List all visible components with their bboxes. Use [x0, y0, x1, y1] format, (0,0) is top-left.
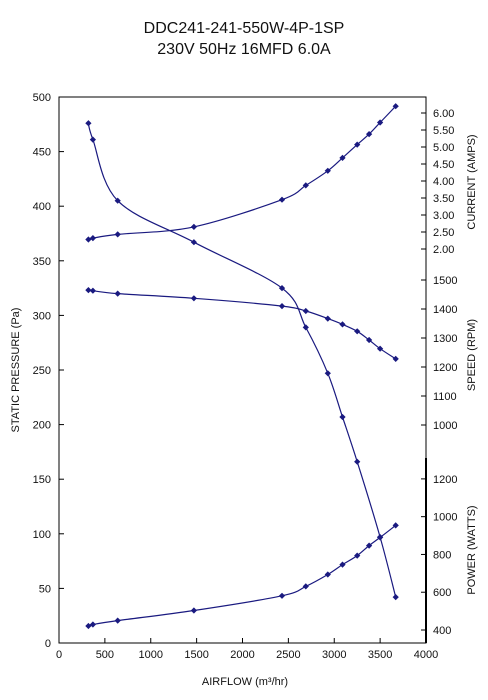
static-pressure-point	[278, 284, 286, 292]
static-pressure-curve	[87, 123, 397, 598]
speed-point	[190, 295, 198, 302]
x-tick-label: 0	[56, 649, 62, 661]
speed-tick-label: 1100	[433, 391, 457, 403]
y-tick-label: 150	[33, 474, 51, 486]
static-pressure-point	[339, 413, 346, 421]
current-tick-label: 4.00	[433, 176, 454, 188]
static-pressure-point	[324, 370, 331, 377]
speed-point	[278, 302, 286, 310]
current-tick-label: 3.00	[433, 210, 454, 222]
power-tick-label: 400	[433, 625, 451, 637]
current-point	[114, 231, 121, 238]
power-point	[302, 583, 309, 590]
power-point	[114, 617, 121, 624]
current-tick-label: 4.50	[433, 159, 454, 171]
speed-tick-label: 1400	[433, 304, 457, 316]
x-tick-label: 3000	[322, 649, 346, 661]
speed-point	[354, 328, 361, 335]
power-point	[392, 522, 399, 529]
current-point	[365, 130, 373, 138]
y-tick-label: 450	[33, 147, 51, 159]
speed-axis-label: SPEED (RPM)	[466, 319, 478, 391]
speed-tick-label: 1000	[433, 420, 457, 432]
x-axis-label: AIRFLOW (m³/hr)	[202, 676, 288, 688]
y-tick-label: 50	[39, 583, 51, 595]
current-tick-label: 6.00	[433, 108, 454, 120]
chart-subtitle: 230V 50Hz 16MFD 6.0A	[157, 41, 331, 58]
speed-axis: 1000 1100 1200 1300 1400 1500	[421, 275, 457, 432]
x-tick-label: 2500	[276, 649, 300, 661]
chart-title: DDC241-241-550W-4P-1SP	[144, 20, 345, 37]
current-point	[190, 223, 198, 231]
static-pressure-point	[190, 239, 198, 246]
current-axis: 2.00 2.50 3.00 3.50 4.00 4.50 5.00 5.50 6.00	[421, 108, 454, 256]
static-pressure-point	[85, 120, 92, 127]
power-axis: 400 600 800 1000 1200	[421, 458, 457, 643]
speed-point	[302, 307, 309, 315]
speed-curve	[88, 289, 397, 360]
y-tick-label: 250	[33, 365, 51, 377]
y-tick-label: 200	[33, 420, 51, 432]
static-pressure-point	[89, 136, 97, 143]
speed-point	[339, 321, 346, 328]
y-tick-label: 400	[33, 201, 51, 213]
power-tick-label: 600	[433, 587, 451, 599]
current-tick-label: 2.50	[433, 227, 454, 239]
speed-point	[376, 345, 384, 352]
x-tick-label: 4000	[414, 649, 438, 661]
speed-tick-label: 1300	[433, 333, 457, 345]
current-tick-label: 5.50	[433, 125, 454, 137]
current-tick-label: 3.50	[433, 193, 454, 205]
x-tick-label: 1500	[184, 649, 208, 661]
series-group	[85, 103, 399, 630]
y-tick-label: 100	[33, 529, 51, 541]
current-point	[278, 196, 286, 203]
x-tick-label: 3500	[368, 649, 392, 661]
static-pressure-point	[114, 197, 121, 204]
speed-point	[365, 336, 373, 344]
speed-point	[89, 287, 97, 294]
power-point	[190, 607, 198, 614]
y-tick-label: 0	[45, 638, 51, 650]
speed-point	[392, 355, 399, 363]
x-tick-label: 500	[96, 649, 114, 661]
current-tick-label: 5.00	[433, 142, 454, 154]
power-point	[324, 571, 331, 578]
current-point	[89, 234, 97, 242]
static-pressure-point	[354, 458, 361, 465]
static-pressure-point	[302, 324, 309, 331]
current-axis-label: CURRENT (AMPS)	[466, 134, 478, 229]
speed-point	[114, 290, 121, 297]
x-axis: 0 500 1000 1500 2000 2500 3000 3500 4000	[56, 638, 438, 661]
static-pressure-axis: 0 50 100 150 200 250 300 350 400 450 500	[33, 92, 64, 650]
static-pressure-point	[392, 593, 399, 601]
current-tick-label: 2.00	[433, 244, 454, 256]
power-axis-label: POWER (WATTS)	[466, 505, 478, 594]
power-point	[278, 592, 286, 599]
y-tick-label: 300	[33, 310, 51, 322]
power-point	[376, 534, 384, 541]
y-tick-label: 500	[33, 92, 51, 104]
speed-point	[324, 315, 331, 322]
static-pressure-axis-label: STATIC PRESSURE (Pa)	[10, 308, 22, 433]
speed-tick-label: 1500	[433, 275, 457, 287]
x-tick-label: 1000	[139, 649, 163, 661]
power-curve	[88, 524, 397, 627]
power-tick-label: 1200	[433, 474, 457, 486]
speed-tick-label: 1200	[433, 362, 457, 374]
power-tick-label: 800	[433, 549, 451, 561]
current-curve	[88, 105, 397, 241]
power-tick-label: 1000	[433, 512, 457, 524]
y-tick-label: 350	[33, 256, 51, 268]
current-point	[354, 141, 361, 148]
x-tick-label: 2000	[230, 649, 254, 661]
plot-frame	[58, 96, 427, 644]
